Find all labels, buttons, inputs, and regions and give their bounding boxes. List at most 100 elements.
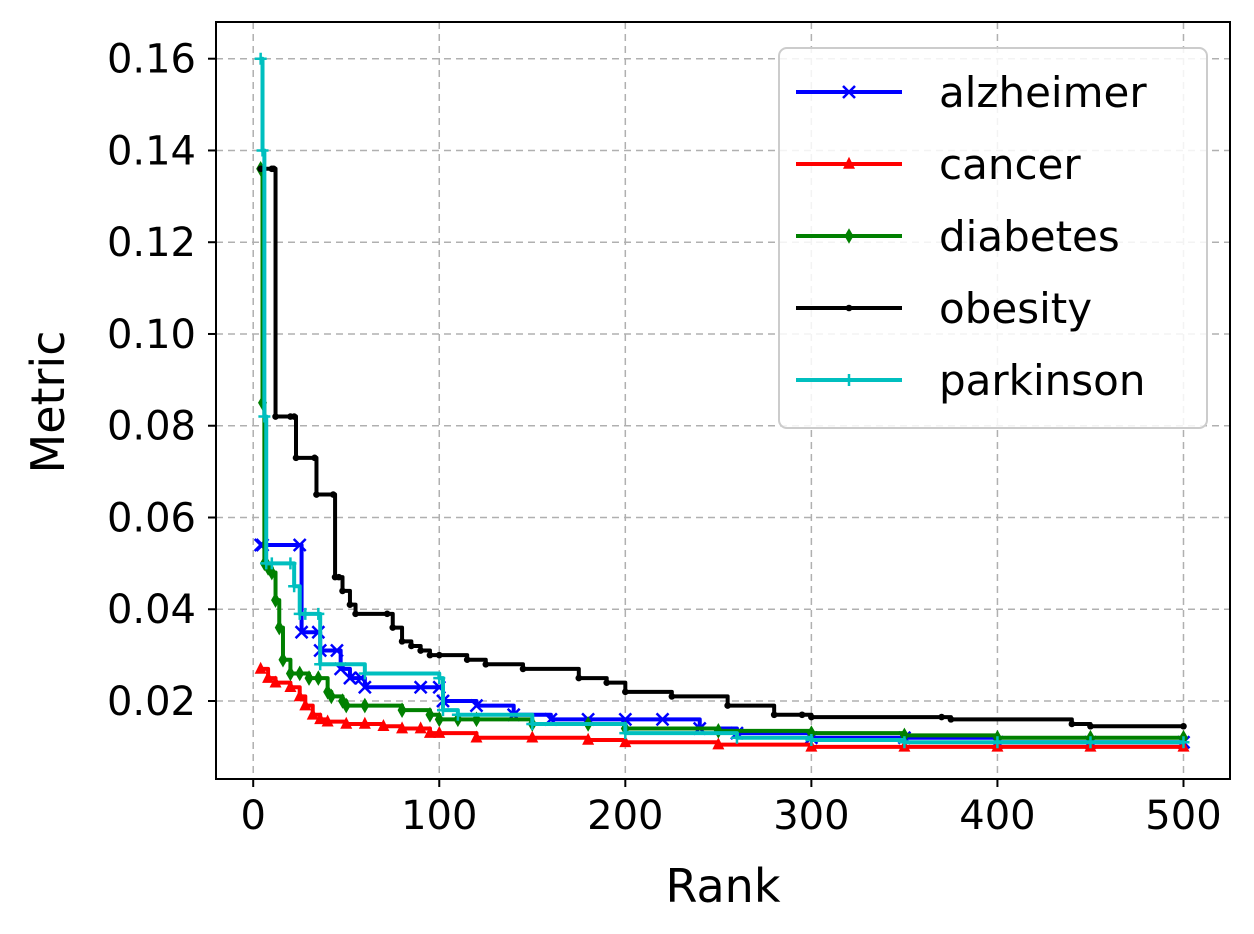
data-point-parkinson	[288, 580, 301, 593]
x-tick-label: 300	[773, 793, 849, 839]
data-point-diabetes	[274, 619, 284, 636]
data-point-diabetes	[397, 702, 407, 718]
data-point-parkinson	[526, 717, 539, 730]
data-point-diabetes	[713, 723, 723, 739]
data-point-diabetes	[313, 670, 323, 686]
data-point-cancer	[582, 732, 595, 745]
data-point-parkinson	[1084, 736, 1097, 749]
data-point-obesity	[335, 573, 343, 581]
data-point-obesity	[352, 610, 359, 618]
data-point-diabetes	[360, 697, 370, 714]
x-tick-label: 0	[240, 793, 265, 839]
legend-marker	[842, 85, 856, 99]
legend-item-obesity: obesity	[796, 284, 1092, 333]
y-tick-label: 0.08	[107, 404, 196, 450]
data-point-cancer	[299, 698, 312, 711]
data-point-obesity	[1087, 722, 1094, 730]
data-point-parkinson	[314, 658, 327, 671]
data-point-parkinson	[358, 667, 371, 680]
data-point-diabetes	[899, 727, 909, 744]
series-line-obesity	[260, 166, 1184, 729]
legend-marker	[845, 304, 853, 312]
series-cancer	[254, 661, 1190, 752]
data-point-cancer	[433, 725, 446, 738]
x-tick-label: 500	[1145, 793, 1221, 839]
y-tick-label: 0.14	[107, 128, 196, 174]
data-point-obesity	[770, 711, 778, 719]
data-point-diabetes	[285, 665, 295, 682]
data-point-obesity	[398, 638, 406, 645]
legend-item-parkinson: parkinson	[796, 356, 1145, 405]
data-point-obesity	[482, 661, 490, 668]
series-parkinson	[254, 52, 1190, 749]
data-point-cancer	[269, 675, 282, 688]
legend-marker	[843, 374, 855, 386]
legend-label: obesity	[939, 284, 1092, 333]
data-point-parkinson	[436, 704, 449, 717]
data-point-alzheimer	[343, 671, 357, 685]
data-point-obesity	[270, 165, 277, 173]
data-point-parkinson	[265, 557, 278, 570]
legend-item-cancer: cancer	[796, 140, 1081, 189]
data-point-parkinson	[312, 607, 325, 620]
data-point-obesity	[329, 491, 337, 498]
data-point-obesity	[292, 454, 300, 462]
data-point-parkinson	[898, 736, 911, 749]
data-point-parkinson	[451, 708, 464, 721]
data-point-cancer	[254, 661, 267, 674]
data-point-cancer	[314, 712, 327, 725]
series-alzheimer	[253, 538, 1191, 750]
data-point-obesity	[311, 454, 318, 462]
data-point-alzheimer	[655, 712, 670, 727]
data-point-diabetes	[295, 665, 305, 682]
data-point-obesity	[463, 656, 471, 664]
legend-item-alzheimer: alzheimer	[796, 68, 1147, 117]
data-point-cancer	[526, 730, 539, 743]
data-point-obesity	[808, 713, 815, 721]
data-point-obesity	[389, 624, 397, 631]
data-point-cancer	[306, 707, 319, 720]
data-point-cancer	[396, 721, 409, 734]
legend-label: cancer	[939, 140, 1081, 189]
data-point-cancer	[321, 714, 334, 727]
data-point-obesity	[798, 711, 806, 719]
data-point-alzheimer	[292, 538, 307, 552]
data-point-obesity	[339, 587, 346, 595]
y-tick-label: 0.16	[107, 37, 196, 83]
data-point-cancer	[284, 680, 297, 693]
data-point-parkinson	[805, 734, 818, 747]
data-point-cancer	[293, 689, 306, 702]
y-tick-label: 0.12	[107, 220, 196, 266]
data-point-diabetes	[304, 670, 314, 686]
data-point-cancer	[414, 721, 427, 734]
data-point-obesity	[1180, 722, 1187, 730]
data-point-parkinson	[254, 52, 267, 65]
data-point-obesity	[668, 693, 676, 700]
data-point-cancer	[423, 725, 436, 738]
data-point-obesity	[603, 679, 611, 686]
data-point-diabetes	[326, 688, 336, 705]
y-tick-label: 0.02	[107, 679, 196, 725]
data-point-alzheimer	[413, 680, 428, 695]
data-point-diabetes	[267, 564, 277, 581]
data-point-obesity	[435, 651, 443, 659]
data-point-obesity	[290, 413, 298, 420]
data-point-cancer	[358, 716, 371, 729]
data-point-cancer	[377, 719, 390, 732]
plot-frame	[215, 21, 1231, 780]
data-point-obesity	[947, 716, 955, 723]
data-point-alzheimer	[330, 643, 344, 658]
data-point-obesity	[417, 647, 424, 654]
data-point-parkinson	[619, 727, 632, 740]
data-point-obesity	[724, 702, 731, 709]
legend-marker	[844, 228, 854, 244]
data-point-parkinson	[258, 410, 271, 423]
data-point-obesity	[575, 674, 583, 682]
data-point-diabetes	[278, 651, 288, 668]
legend-label: parkinson	[939, 356, 1145, 405]
data-point-diabetes	[271, 592, 281, 608]
data-point-cancer	[262, 670, 275, 683]
y-axis-title: Metric	[21, 330, 75, 473]
legend-label: diabetes	[939, 212, 1120, 261]
data-point-cancer	[470, 730, 483, 743]
